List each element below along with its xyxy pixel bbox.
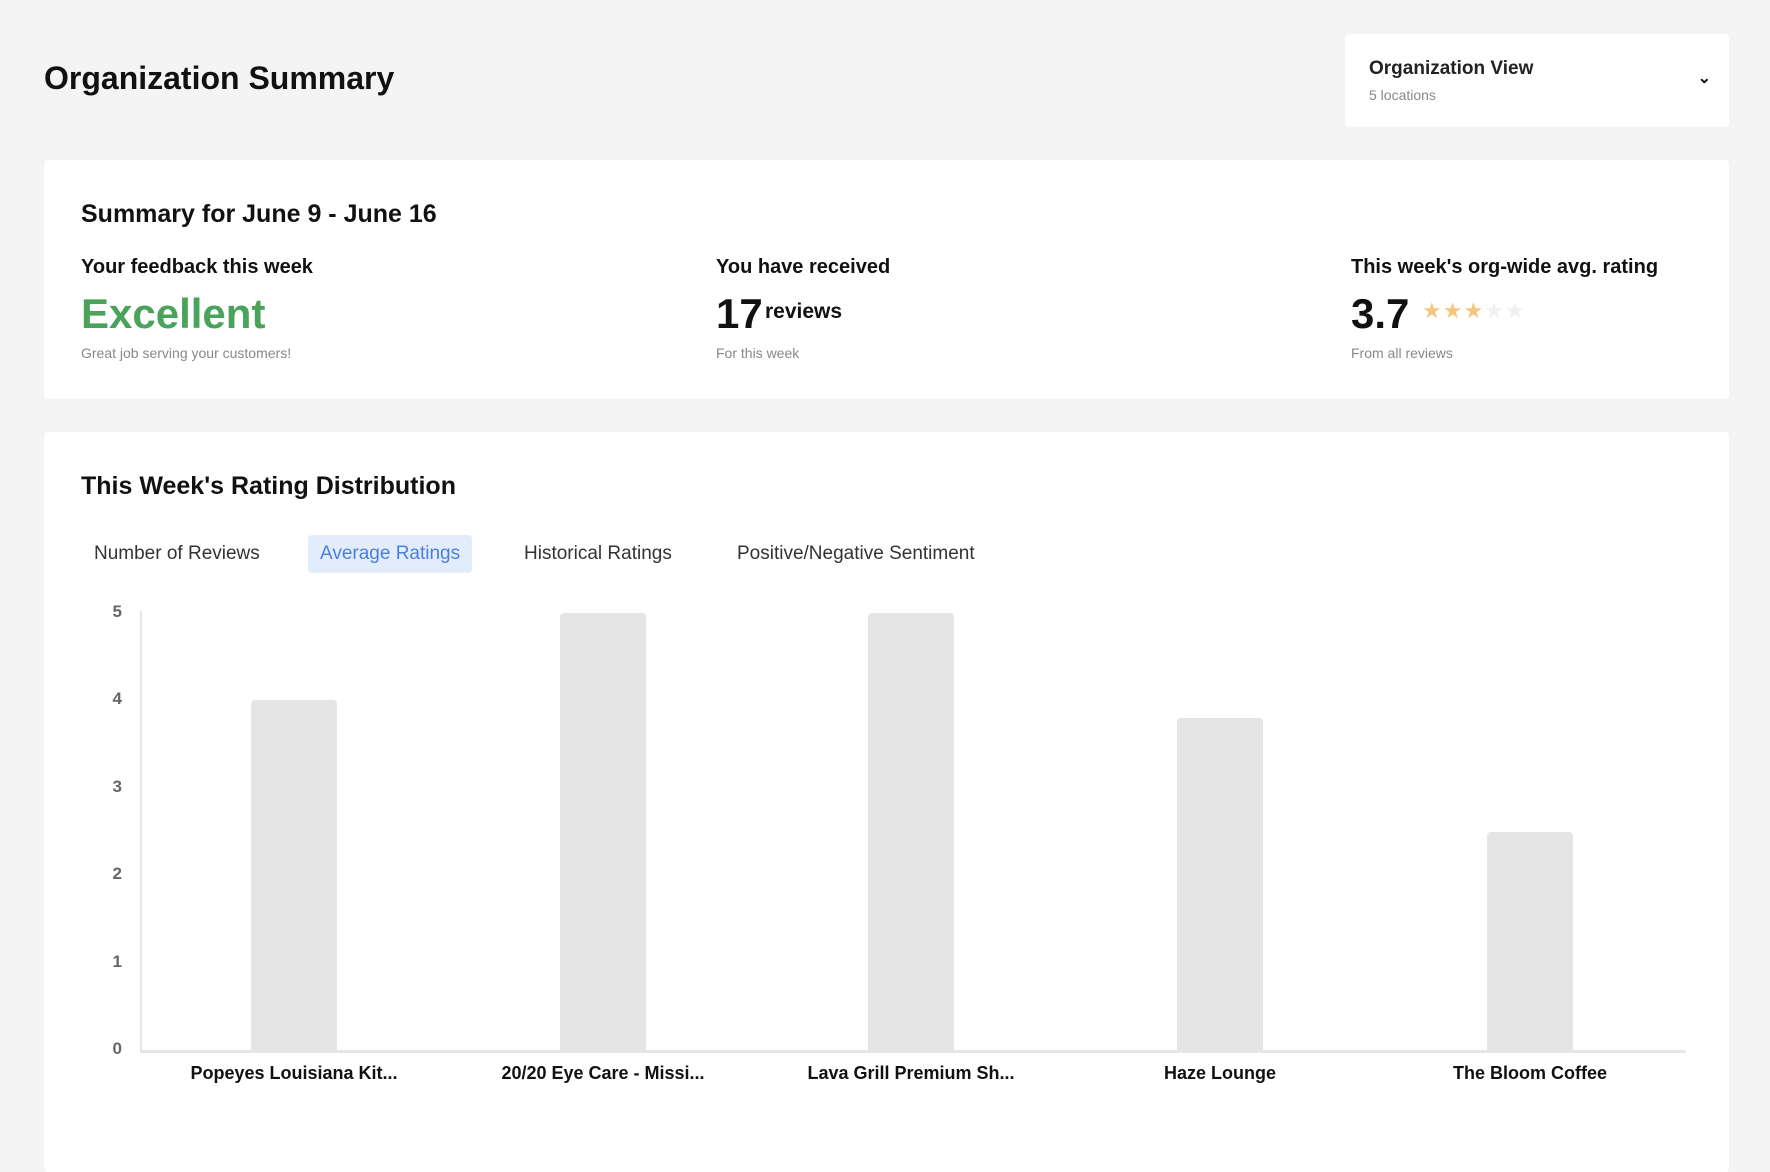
tab-number-of-reviews[interactable]: Number of Reviews: [94, 543, 260, 564]
y-tick-label: 3: [112, 776, 122, 796]
bar[interactable]: [1177, 717, 1263, 1050]
star-filled-icon: ★: [1442, 298, 1463, 323]
tab-sentiment[interactable]: Positive/Negative Sentiment: [737, 543, 975, 564]
review-unit: reviews: [765, 300, 843, 323]
star-rating: ★★★★★: [1422, 298, 1526, 324]
summary-card: [44, 160, 1729, 399]
rating-label: This week's org-wide avg. rating: [1351, 256, 1659, 278]
tab-average-ratings[interactable]: Average Ratings: [308, 535, 473, 573]
bar[interactable]: [1487, 831, 1573, 1050]
star-empty-icon: ★: [1484, 298, 1504, 323]
y-axis: [140, 611, 142, 1053]
distribution-title: This Week's Rating Distribution: [81, 472, 456, 500]
bar[interactable]: [251, 700, 337, 1050]
received-label: You have received: [716, 256, 891, 278]
x-tick-label: Haze Lounge: [1163, 1063, 1276, 1083]
dropdown-sublabel: 5 locations: [1369, 87, 1436, 103]
avg-rating-value: 3.7: [1351, 290, 1410, 337]
x-tick-label: Popeyes Louisiana Kit...: [190, 1063, 398, 1083]
dropdown-label: Organization View: [1369, 58, 1534, 79]
bar[interactable]: [868, 613, 954, 1050]
tab-historical-ratings[interactable]: Historical Ratings: [524, 543, 672, 564]
summary-title: Summary for June 9 - June 16: [81, 200, 437, 228]
y-tick-label: 1: [112, 951, 122, 971]
x-tick-label: Lava Grill Premium Sh...: [807, 1063, 1015, 1083]
feedback-label: Your feedback this week: [81, 256, 313, 278]
star-filled-icon: ★: [1422, 298, 1442, 323]
y-tick-label: 4: [112, 689, 122, 709]
chevron-down-icon: ⌄: [1697, 70, 1711, 87]
y-tick-label: 2: [112, 864, 122, 884]
x-tick-label: The Bloom Coffee: [1452, 1063, 1607, 1083]
page-title: Organization Summary: [44, 60, 395, 96]
x-axis: [140, 1050, 1686, 1053]
star-filled-icon: ★: [1463, 298, 1484, 323]
x-tick-label: 20/20 Eye Care - Missi...: [501, 1063, 705, 1083]
feedback-sub: Great job serving your customers!: [81, 345, 292, 361]
received-sub: For this week: [716, 345, 800, 361]
bar[interactable]: [560, 613, 646, 1050]
y-tick-label: 5: [112, 602, 122, 621]
y-tick-label: 0: [112, 1039, 122, 1058]
rating-sub: From all reviews: [1351, 345, 1453, 361]
organization-view-dropdown[interactable]: Organization View 5 locations ⌄: [1345, 34, 1729, 127]
review-count: 17: [716, 290, 763, 337]
star-empty-icon: ★: [1504, 298, 1525, 323]
feedback-value: Excellent: [81, 290, 266, 337]
